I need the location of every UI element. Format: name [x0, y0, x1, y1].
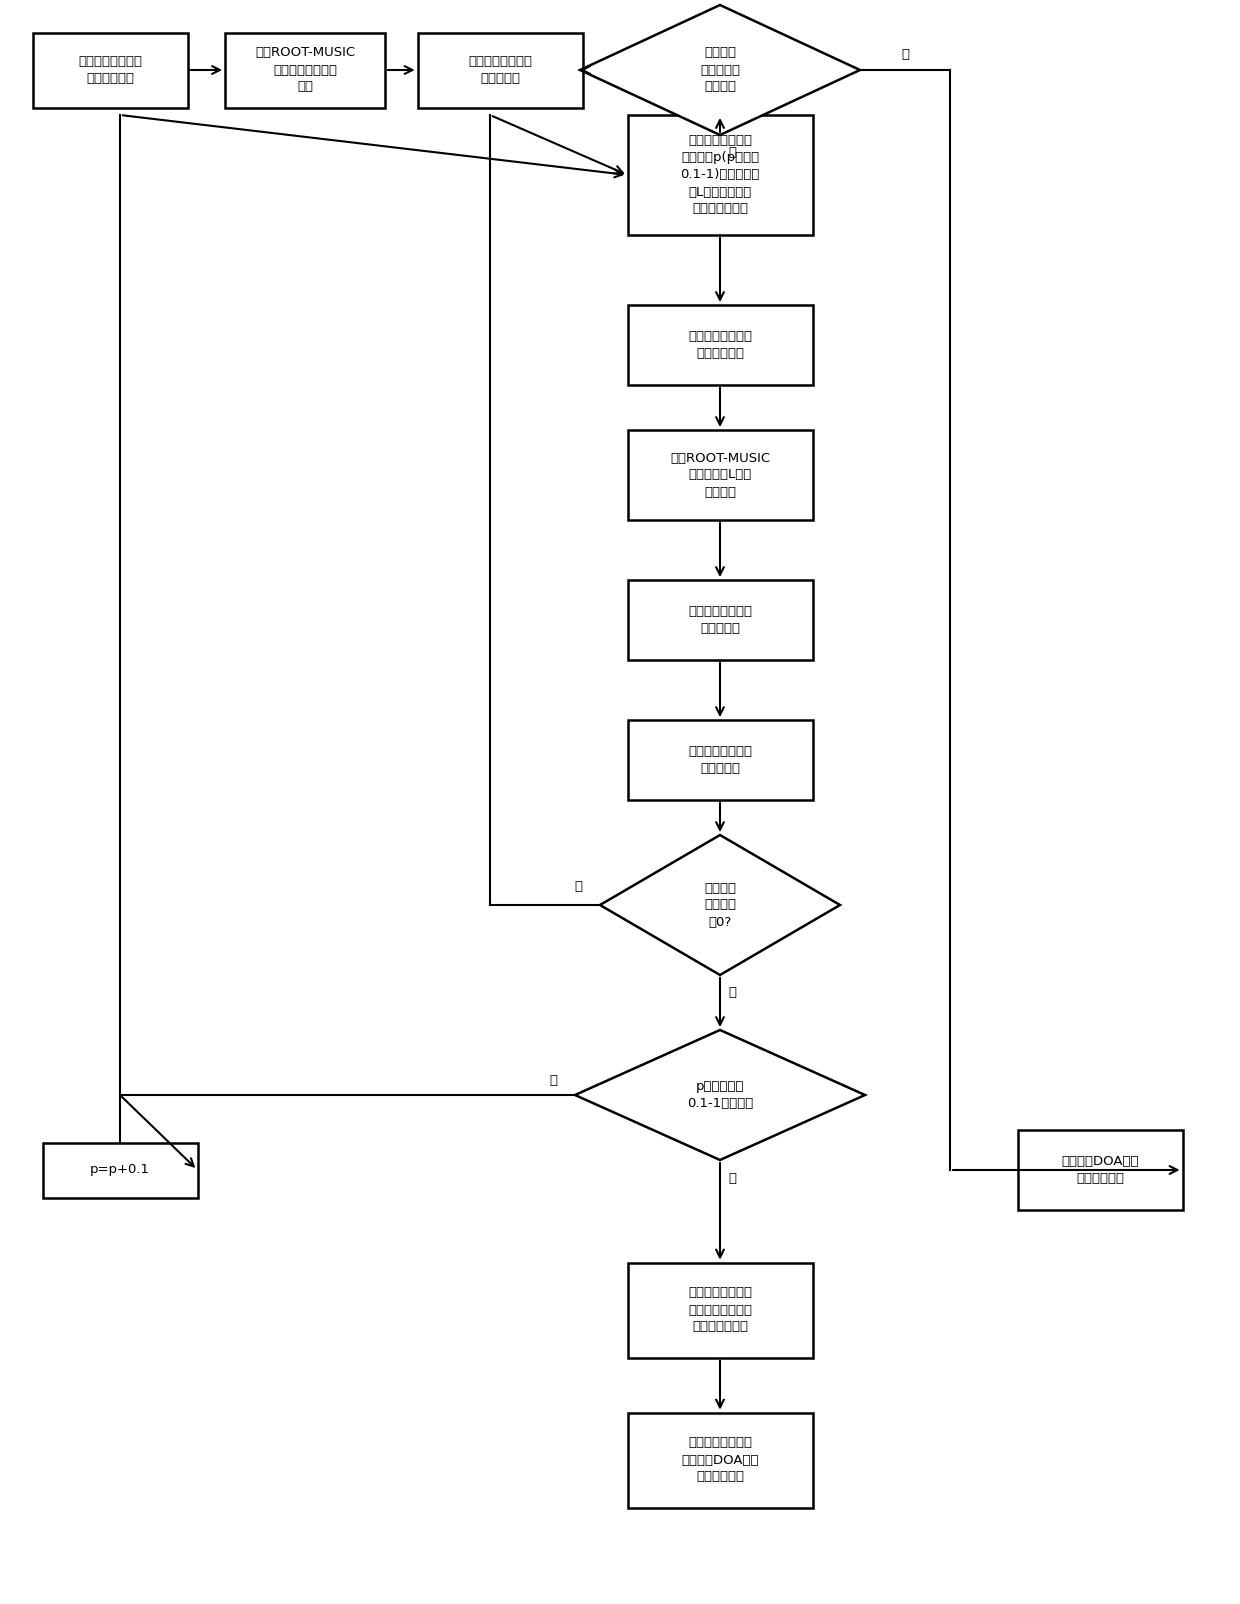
Text: 去除估计异常值，
保留正常值: 去除估计异常值， 保留正常值: [688, 744, 751, 775]
Bar: [627, 720, 812, 800]
Bar: [627, 1413, 812, 1508]
Text: 否: 否: [728, 146, 737, 159]
Polygon shape: [580, 5, 861, 135]
Text: 作为正常DOA、极
化估计值输出: 作为正常DOA、极 化估计值输出: [1061, 1155, 1138, 1185]
Bar: [418, 32, 583, 107]
Text: 对阵元接收数据添
加权值为p(p需遍历
0.1-1)的仿噪声进
行L次重采样，重
构接收数据矩阵: 对阵元接收数据添 加权值为p(p需遍历 0.1-1)的仿噪声进 行L次重采样，重…: [681, 135, 760, 215]
Bar: [627, 581, 812, 659]
Text: 利用最优权下的正
常值计算DOA、极
化参数估计值: 利用最优权下的正 常值计算DOA、极 化参数估计值: [681, 1437, 759, 1484]
Bar: [627, 1262, 812, 1357]
Text: 正常值数
目是否大
于0?: 正常值数 目是否大 于0?: [704, 882, 737, 929]
Text: p=p+0.1: p=p+0.1: [91, 1163, 150, 1176]
Text: 利用ROOT-MUSIC
算法，得到L组参
数估计值: 利用ROOT-MUSIC 算法，得到L组参 数估计值: [670, 451, 770, 499]
Text: 是: 是: [901, 48, 909, 61]
Polygon shape: [600, 836, 839, 975]
Bar: [627, 305, 812, 385]
Bar: [224, 32, 384, 107]
Text: 利用ROOT-MUSIC
算法，得到参数估
计值: 利用ROOT-MUSIC 算法，得到参数估 计值: [255, 47, 355, 93]
Text: 否: 否: [574, 881, 582, 893]
Text: 进行参数估计结果
可行性判定: 进行参数估计结果 可行性判定: [688, 605, 751, 635]
Text: 参数估计
值是否都是
正常值？: 参数估计 值是否都是 正常值？: [701, 47, 740, 93]
Text: 计算重构数据矩阵
的协方差矩阵: 计算重构数据矩阵 的协方差矩阵: [688, 330, 751, 359]
Text: 选出对应正常值数
目最多的权值为当
前重采样最优权: 选出对应正常值数 目最多的权值为当 前重采样最优权: [688, 1286, 751, 1333]
Bar: [627, 115, 812, 236]
Bar: [42, 1142, 197, 1198]
Bar: [32, 32, 187, 107]
Bar: [1018, 1129, 1183, 1209]
Polygon shape: [575, 1030, 866, 1160]
Text: 是: 是: [728, 986, 737, 999]
Text: 否: 否: [549, 1073, 557, 1086]
Bar: [627, 430, 812, 520]
Text: p是否遍历完
0.1-1之间的值: p是否遍历完 0.1-1之间的值: [687, 1079, 753, 1110]
Text: 进行参数估计结果
可行性判定: 进行参数估计结果 可行性判定: [467, 55, 532, 85]
Text: 是: 是: [728, 1171, 737, 1184]
Text: 计算阵元接收数据
的协方差矩阵: 计算阵元接收数据 的协方差矩阵: [78, 55, 143, 85]
